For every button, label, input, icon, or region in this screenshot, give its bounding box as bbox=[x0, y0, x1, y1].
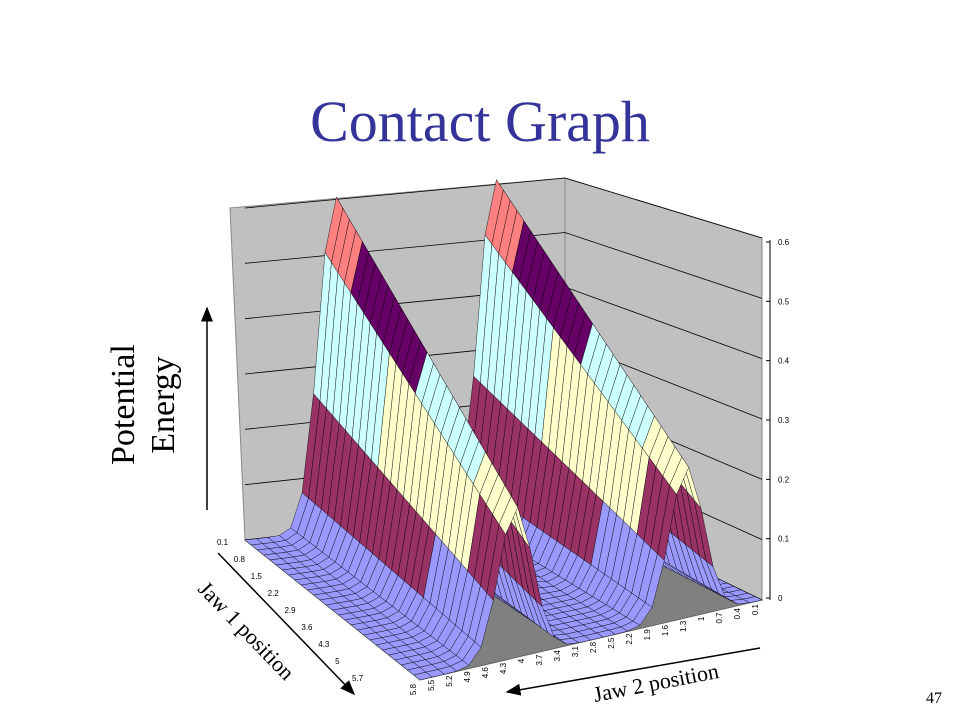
jaw1-axis-label: Jaw 1 position bbox=[193, 576, 299, 685]
surface-cell bbox=[413, 671, 433, 681]
z-tick-label: 0.6 bbox=[778, 238, 790, 247]
z-tick-label: 0 bbox=[778, 594, 783, 603]
z-tick-label: 0.5 bbox=[778, 297, 790, 306]
jaw1-tick-label: 2.9 bbox=[285, 606, 297, 615]
jaw2-tick-label: 4.3 bbox=[499, 662, 508, 674]
jaw2-tick-label: 0.4 bbox=[733, 608, 742, 620]
jaw2-tick-label: 1 bbox=[697, 616, 706, 621]
jaw2-tick-label: 2.2 bbox=[625, 633, 634, 645]
jaw1-axis: 0.1 0.8 1.5 2.2 2.9 3.6 4.3 5 5.7 bbox=[217, 538, 364, 683]
jaw1-tick-label: 2.2 bbox=[268, 589, 280, 598]
jaw2-tick-label: 5.8 bbox=[409, 683, 418, 695]
jaw2-tick-label: 5.5 bbox=[427, 679, 436, 691]
jaw2-tick-label: 2.8 bbox=[589, 641, 598, 653]
jaw2-tick-label: 2.5 bbox=[607, 637, 616, 649]
z-axis: 0 0.1 0.2 0.3 0.4 0.5 0.6 bbox=[766, 238, 790, 603]
jaw2-tick-label: 3.7 bbox=[535, 654, 544, 666]
jaw2-tick-label: 1.9 bbox=[643, 629, 652, 641]
page-number: 47 bbox=[926, 690, 942, 707]
jaw1-tick-label: 0.1 bbox=[217, 538, 229, 547]
slide-title: Contact Graph bbox=[310, 89, 650, 154]
jaw1-tick-label: 5 bbox=[335, 657, 340, 666]
jaw1-tick-label: 1.5 bbox=[251, 572, 263, 581]
jaw2-axis-arrow bbox=[505, 647, 761, 696]
jaw2-tick-label: 5.2 bbox=[445, 675, 454, 687]
z-tick-label: 0.2 bbox=[778, 475, 790, 484]
jaw2-tick-label: 1.6 bbox=[661, 625, 670, 637]
z-tick-label: 0.1 bbox=[778, 535, 790, 544]
jaw2-tick-label: 4.9 bbox=[463, 671, 472, 683]
jaw2-tick-label: 4 bbox=[517, 658, 526, 663]
jaw2-tick-label: 3.1 bbox=[571, 646, 580, 658]
wall-gridline bbox=[244, 177, 763, 239]
jaw2-axis: 5.8 5.5 5.2 4.9 4.6 4.3 4 3.7 3.4 3.1 2.8 2.5 2.2 1.9… bbox=[409, 603, 760, 695]
jaw2-tick-label: 0.1 bbox=[751, 603, 760, 615]
z-tick-label: 0.4 bbox=[778, 357, 790, 366]
jaw1-tick-label: 5.7 bbox=[352, 674, 364, 683]
jaw2-tick-label: 3.4 bbox=[553, 650, 562, 662]
z-tick-label: 0.3 bbox=[778, 416, 790, 425]
jaw2-tick-label: 0.7 bbox=[715, 612, 724, 624]
jaw1-tick-label: 0.8 bbox=[234, 555, 246, 564]
jaw1-tick-label: 4.3 bbox=[318, 640, 330, 649]
surface-mesh bbox=[244, 179, 763, 681]
jaw2-tick-label: 4.6 bbox=[481, 667, 490, 679]
jaw1-axis-arrow bbox=[217, 552, 356, 696]
jaw2-tick-label: 1.3 bbox=[679, 620, 688, 632]
jaw1-tick-label: 3.6 bbox=[301, 623, 313, 632]
